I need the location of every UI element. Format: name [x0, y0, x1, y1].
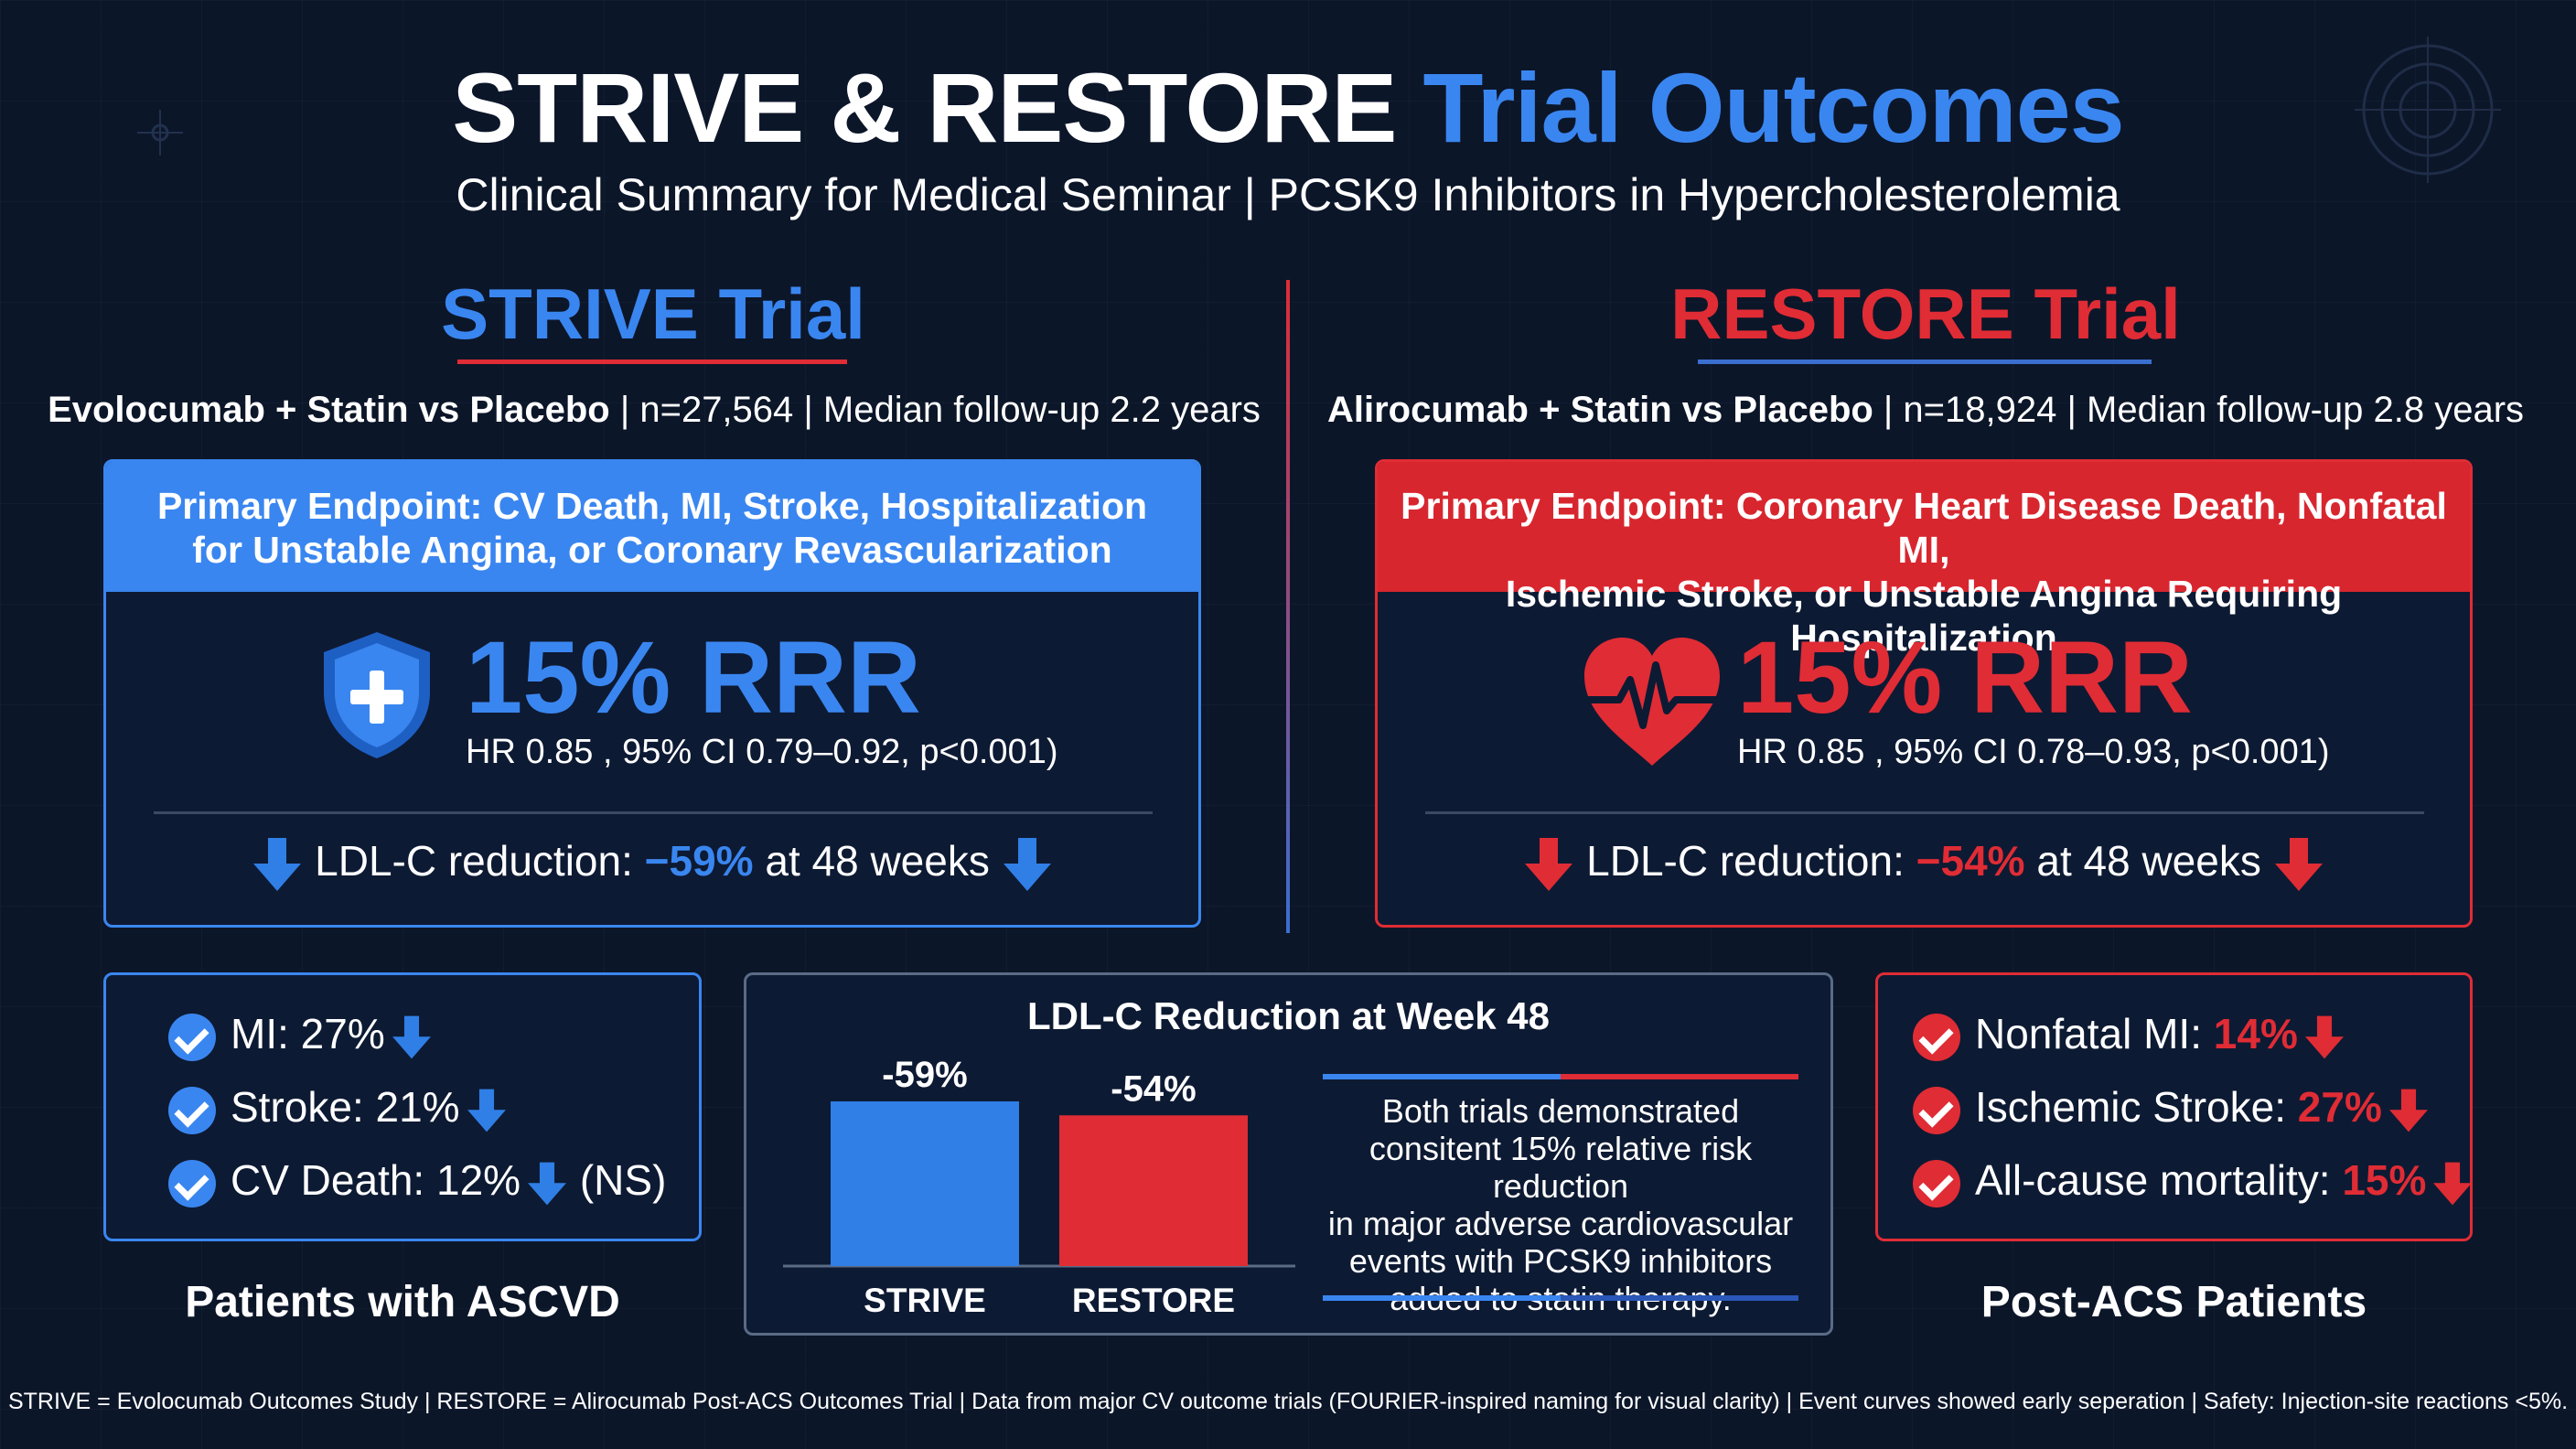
strive-population: Patients with ASCVD — [185, 1278, 620, 1326]
strive-stat-cv-death: CV Death: 12% (NS) — [168, 1154, 666, 1208]
strive-meta-details: | n=27,564 | Median follow-up 2.2 years — [609, 390, 1261, 430]
restore-ldl-value: −54% — [1916, 837, 2025, 885]
restore-stat-label: Nonfatal MI: — [1975, 1010, 2214, 1057]
strive-heading-underline — [457, 360, 847, 364]
restore-endpoint-card: Primary Endpoint: Coronary Heart Disease… — [1375, 459, 2473, 928]
target-icon — [2355, 37, 2501, 183]
category-label: RESTORE — [1072, 1282, 1235, 1319]
strive-endpoint-card: Primary Endpoint: CV Death, MI, Stroke, … — [103, 459, 1201, 928]
strive-stats-box: MI: 27% Stroke: 21% CV Death: 12% (NS) — [103, 972, 702, 1241]
down-arrow-icon — [2388, 1089, 2428, 1132]
strive-stat-suffix: (NS) — [568, 1156, 667, 1204]
check-icon — [168, 1159, 216, 1208]
strive-endpoint-header: Primary Endpoint: CV Death, MI, Stroke, … — [106, 462, 1198, 592]
crosshair-icon — [137, 110, 183, 156]
check-icon — [1913, 1086, 1960, 1134]
page-title: STRIVE & RESTORE Trial Outcomes — [0, 53, 2576, 163]
down-arrow-icon — [2433, 1162, 2473, 1206]
restore-stat-all-cause-mortality: All-cause mortality: 15% — [1913, 1154, 2474, 1208]
heartbeat-icon — [1572, 638, 1733, 766]
chart-note: Both trials demonstrated consitent 15% r… — [1323, 1092, 1798, 1317]
note-line: consitent 15% relative risk reduction — [1368, 1130, 1753, 1205]
restore-stat-label: Ischemic Stroke: — [1975, 1083, 2298, 1131]
center-divider — [1286, 280, 1290, 933]
bar-restore — [1059, 1115, 1248, 1266]
check-icon — [1913, 1013, 1960, 1061]
down-arrow-icon — [1525, 837, 1573, 891]
check-icon — [168, 1013, 216, 1061]
restore-stat-value: 27% — [2297, 1083, 2382, 1131]
restore-ldl-suffix: at 48 weeks — [2024, 837, 2261, 885]
strive-stat-mi: MI: 27% — [168, 1008, 433, 1061]
restore-ldl-prefix: LDL-C reduction: — [1586, 837, 1916, 885]
restore-stat-value: 15% — [2342, 1156, 2427, 1204]
title-main: STRIVE & RESTORE — [452, 52, 1397, 163]
note-line: events with PCSK9 inhibitors — [1348, 1242, 1773, 1280]
check-icon — [168, 1086, 216, 1134]
bar-data-label: -59% — [882, 1055, 967, 1095]
restore-endpoint-line2: Ischemic Stroke, or Unstable Angina Requ… — [1505, 573, 2343, 659]
note-line: Both trials demonstrated — [1381, 1092, 1740, 1130]
note-line: in major adverse cardiovascular — [1327, 1205, 1794, 1242]
strive-heading: STRIVE Trial — [441, 274, 865, 354]
ldl-bar-chart: -59% STRIVE -54% RESTORE — [783, 1055, 1295, 1319]
restore-rrr: 15% RRR — [1737, 620, 2193, 735]
restore-meta: Alirocumab + Statin vs Placebo | n=18,92… — [1308, 387, 2543, 433]
title-accent: Trial Outcomes — [1422, 52, 2124, 163]
strive-card-separator — [154, 811, 1153, 814]
strive-endpoint-line1: Primary Endpoint: CV Death, MI, Stroke, … — [156, 485, 1148, 527]
restore-endpoint-header: Primary Endpoint: Coronary Heart Disease… — [1378, 462, 2470, 659]
strive-stat-stroke: Stroke: 21% — [168, 1081, 508, 1134]
down-arrow-icon — [528, 1162, 567, 1206]
bar-data-label: -54% — [1111, 1068, 1196, 1109]
restore-population: Post-ACS Patients — [1980, 1278, 2367, 1326]
strive-stat-label: Stroke: 21% — [231, 1083, 460, 1131]
restore-card-separator — [1425, 811, 2424, 814]
strive-meta: Evolocumab + Statin vs Placebo | n=27,56… — [37, 387, 1272, 433]
down-arrow-icon — [1003, 837, 1051, 891]
footnote: STRIVE = Evolocumab Outcomes Study | RES… — [7, 1389, 2569, 1414]
strive-ldl-value: −59% — [644, 837, 754, 885]
strive-hazard-ratio: HR 0.85 , 95% CI 0.79–0.92, p<0.001) — [466, 733, 1058, 771]
restore-endpoint-line1: Primary Endpoint: Coronary Heart Disease… — [1401, 485, 2447, 571]
chart-title: LDL-C Reduction at Week 48 — [1027, 994, 1550, 1037]
restore-stat-ischemic-stroke: Ischemic Stroke: 27% — [1913, 1081, 2430, 1134]
restore-heading-underline — [1698, 360, 2152, 364]
ldl-chart-box: LDL-C Reduction at Week 48 -59% STRIVE -54… — [744, 972, 1833, 1336]
restore-stat-label: All-cause mortality: — [1975, 1156, 2343, 1204]
strive-rrr: 15% RRR — [466, 620, 921, 735]
restore-heading: RESTORE Trial — [1670, 274, 2181, 354]
strive-ldl-prefix: LDL-C reduction: — [315, 837, 645, 885]
category-label: STRIVE — [864, 1282, 986, 1319]
page-subtitle: Clinical Summary for Medical Seminar | P… — [456, 169, 2120, 220]
restore-stat-nonfatal-mi: Nonfatal MI: 14% — [1913, 1008, 2345, 1061]
shield-plus-icon — [324, 632, 430, 758]
restore-hazard-ratio: HR 0.85 , 95% CI 0.78–0.93, p<0.001) — [1737, 733, 2330, 771]
down-arrow-icon — [2304, 1015, 2344, 1059]
strive-meta-drug: Evolocumab + Statin vs Placebo — [48, 390, 610, 430]
bar-strive — [831, 1101, 1019, 1266]
note-top-rule — [1323, 1074, 1798, 1079]
check-icon — [1913, 1159, 1960, 1208]
down-arrow-icon — [467, 1089, 506, 1132]
down-arrow-icon — [392, 1015, 431, 1059]
strive-stat-label: MI: 27% — [231, 1010, 385, 1057]
restore-ldl-line: LDL-C reduction: −54% at 48 weeks — [1378, 835, 2470, 893]
restore-stats-box: Nonfatal MI: 14% Ischemic Stroke: 27% Al… — [1875, 972, 2473, 1241]
strive-stat-label: CV Death: 12% — [231, 1156, 521, 1204]
note-bottom-rule — [1323, 1295, 1798, 1301]
down-arrow-icon — [253, 837, 302, 891]
strive-ldl-line: LDL-C reduction: −59% at 48 weeks — [106, 835, 1198, 893]
strive-endpoint-line2: for Unstable Angina, or Coronary Revascu… — [192, 529, 1112, 571]
strive-ldl-suffix: at 48 weeks — [753, 837, 990, 885]
restore-meta-drug: Alirocumab + Statin vs Placebo — [1326, 390, 1873, 430]
down-arrow-icon — [2274, 837, 2323, 891]
restore-stat-value: 14% — [2213, 1010, 2298, 1057]
restore-meta-details: | n=18,924 | Median follow-up 2.8 years — [1873, 390, 2525, 430]
